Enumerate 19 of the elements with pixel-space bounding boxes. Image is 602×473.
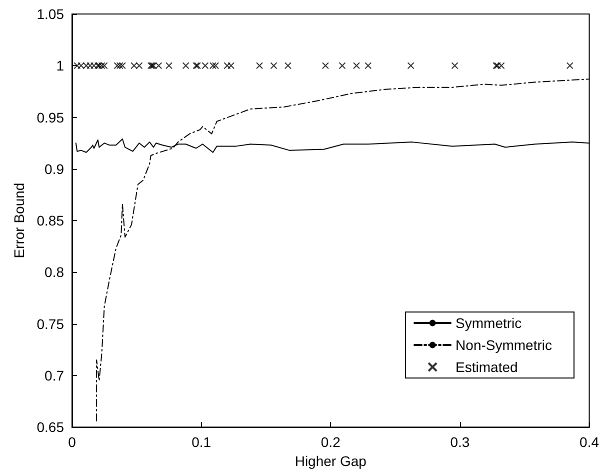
y-tick-label: 0.95 [36,109,64,126]
y-tick-label: 0.75 [36,316,64,332]
x-axis-title: Higher Gap [294,453,367,469]
y-axis-title: Error Bound [10,182,27,258]
legend-label: Estimated [456,359,518,375]
y-tick-label: 0.85 [36,212,64,229]
x-tick-label: 0 [68,434,76,450]
x-tick-label: 0.4 [580,434,600,450]
y-tick-label: 1 [56,58,64,74]
x-tick-label: 0.2 [320,434,341,450]
y-tick-label: 0.7 [44,367,64,384]
y-tick-label: 0.9 [44,160,64,177]
y-tick-label: 0.65 [36,419,64,436]
x-tick-label: 0.3 [450,434,470,450]
legend-label: Non-Symmetric [456,337,552,353]
y-tick-label: 0.8 [44,264,64,280]
y-tick-label: 1.05 [36,6,64,22]
x-tick-label: 0.1 [192,434,212,450]
legend-label: Symmetric [456,315,522,331]
